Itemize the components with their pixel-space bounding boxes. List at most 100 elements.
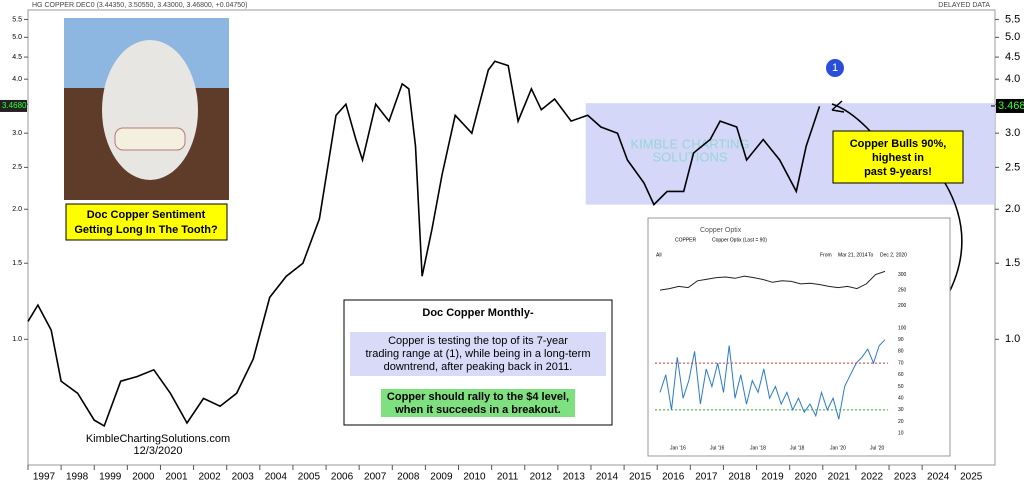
y-tick-label: 4.0: [1005, 73, 1020, 85]
watermark: KIMBLE CHARTING: [631, 136, 750, 151]
inset-tick-label: 80: [898, 349, 904, 355]
y-tick-label: 5.0: [1005, 31, 1020, 43]
inset-range: Dec 2, 2020: [880, 252, 907, 258]
copper-line: [659, 270, 886, 291]
y-tick-label: 4.5: [1005, 51, 1020, 63]
sentiment-box: [65, 203, 228, 241]
last-price-box: [0, 99, 27, 112]
bulls-note: Copper Bulls 90%,: [850, 138, 947, 150]
x-tick-label: 1998: [66, 472, 89, 483]
y-tick-label: 5.5: [12, 16, 22, 23]
y-tick-label: 2.5: [12, 164, 22, 171]
inset-x-label: Jul '18: [790, 445, 805, 451]
credit: 12/3/2020: [134, 445, 183, 457]
watermark: SOLUTIONS: [652, 149, 727, 164]
bulls-note: highest in: [872, 152, 924, 164]
x-tick-label: 2011: [497, 472, 519, 483]
inset-tick-label: 40: [898, 396, 904, 402]
inset-x-label: Jul '16: [710, 445, 725, 451]
sentiment-note: Doc Copper Sentiment: [87, 209, 206, 221]
inset-x-label: Jan '20: [830, 445, 846, 451]
x-tick-label: 2023: [894, 472, 917, 483]
arrow: [831, 103, 871, 132]
x-tick-label: 2008: [397, 472, 420, 483]
x-tick-label: 2025: [960, 472, 983, 483]
y-tick-label: 1.5: [12, 260, 22, 267]
y-tick-label: 3.0: [12, 130, 22, 137]
y-tick-label: 5.5: [1005, 13, 1020, 25]
delayed: DELAYED DATA: [938, 2, 990, 9]
horse-teeth: [114, 127, 186, 151]
x-tick-label: 2014: [596, 472, 619, 483]
y-tick-label: 2.5: [1005, 161, 1020, 173]
inset-tick-label: 90: [898, 337, 904, 343]
inset-tick-label: 60: [898, 372, 904, 378]
inset-legend: Copper Optix (Last = 90): [712, 237, 767, 243]
inset-tick-label: 30: [898, 407, 904, 413]
x-tick-label: 2010: [463, 472, 486, 483]
horse-head: [102, 40, 198, 180]
x-tick-label: 2001: [165, 472, 188, 483]
x-tick-label: 2024: [927, 472, 950, 483]
rally-text: when it succeeds in a breakout.: [394, 404, 561, 416]
marker: [826, 59, 844, 77]
inset-range: All: [656, 252, 662, 258]
x-tick-label: 2018: [728, 472, 751, 483]
sentiment-note: Getting Long In The Tooth?: [74, 224, 218, 236]
x-tick-label: 2019: [761, 472, 784, 483]
inset-title: Copper Optix: [700, 227, 742, 234]
inset-range: To: [868, 252, 874, 258]
x-tick-label: 1997: [33, 472, 56, 483]
inset-range: From: [820, 252, 832, 258]
inset-x-label: Jul '20: [870, 445, 885, 451]
x-tick-label: 2007: [364, 472, 387, 483]
x-tick-label: 2013: [563, 472, 586, 483]
x-tick-label: 2020: [795, 472, 818, 483]
y-tick-label: 1.0: [1005, 333, 1020, 345]
last-price-label: 3.4680: [2, 101, 27, 110]
y-tick-label: 2.0: [12, 206, 22, 213]
inset-legend: COPPER: [675, 237, 697, 243]
bulls-box: [832, 130, 964, 184]
y-tick-label: 2.0: [1005, 203, 1020, 215]
monthly-text: trading range at (1), while being in a l…: [365, 348, 590, 360]
last-price-box: [996, 98, 1024, 113]
x-tick-label: 2000: [132, 472, 155, 483]
inset-x-label: Jan '18: [750, 445, 766, 451]
inset-tick-label: 10: [898, 431, 904, 437]
x-tick-label: 2021: [828, 472, 851, 483]
y-tick-label: 1.0: [12, 336, 22, 343]
inset-tick-label: 20: [898, 419, 904, 425]
inset-tick-label: 300: [898, 272, 907, 278]
x-tick-label: 2022: [861, 472, 884, 483]
x-tick-label: 2006: [331, 472, 354, 483]
x-tick-label: 1999: [99, 472, 122, 483]
marker-label: 1: [832, 62, 838, 74]
x-tick-label: 2003: [232, 472, 255, 483]
inset-x-label: Jan '16: [670, 445, 686, 451]
credit: KimbleChartingSolutions.com: [86, 433, 230, 445]
inset-tick-label: 100: [898, 325, 907, 331]
inset-tick-label: 200: [898, 303, 907, 309]
y-tick-label: 1.5: [1005, 257, 1020, 269]
monthly-title: Doc Copper Monthly-: [422, 307, 534, 319]
x-tick-label: 2002: [198, 472, 221, 483]
x-tick-label: 2015: [629, 472, 652, 483]
y-tick-label: 3.0: [1005, 127, 1020, 139]
bulls-note: past 9-years!: [864, 166, 932, 178]
x-tick-label: 2005: [298, 472, 321, 483]
inset-range: Mar 21, 2014: [838, 252, 868, 258]
optix-line: [659, 339, 886, 420]
y-tick-label: 4.5: [12, 54, 22, 61]
inset-tick-label: 70: [898, 360, 904, 366]
text-highlight: [350, 332, 606, 376]
monthly-text: Copper is testing the top of its 7-year: [388, 335, 568, 347]
y-tick-label: 4.0: [12, 76, 22, 83]
x-tick-label: 2016: [662, 472, 685, 483]
inset-frame: [647, 217, 951, 457]
x-tick-label: 2017: [695, 472, 718, 483]
inset-tick-label: 50: [898, 384, 904, 390]
inset-tick-label: 250: [898, 287, 907, 293]
